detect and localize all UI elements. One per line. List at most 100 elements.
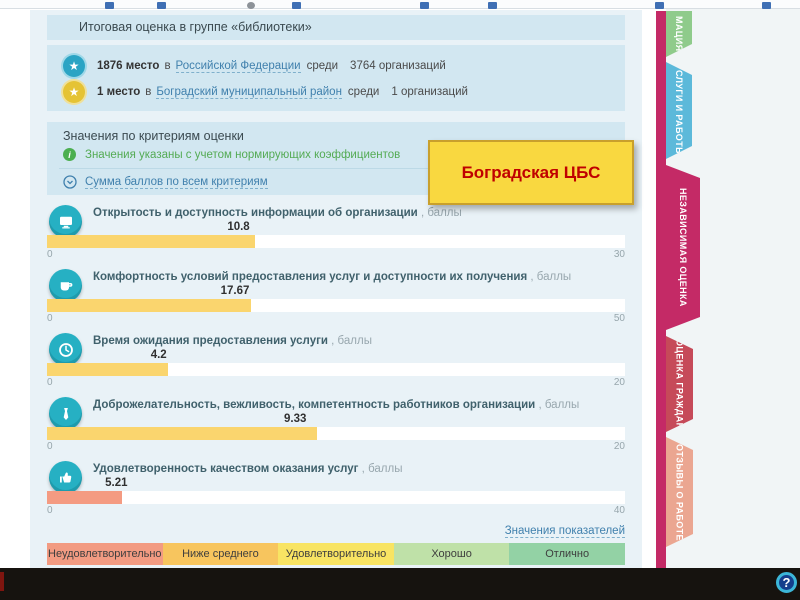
clock-icon [49,333,82,366]
tab-independent-evaluation[interactable]: НЕЗАВИСИМАЯ ОЦЕНКА [666,165,700,330]
organization-name: Боградская ЦБС [461,162,601,182]
toolbar-icon-fragment [247,2,255,9]
tab-label: НЕЗАВИСИМАЯ ОЦЕНКА [678,188,688,307]
criterion-bar-fill [47,491,123,504]
criterion-bar-fill [47,235,256,248]
scale-min: 0 [47,505,53,516]
criterion-bar-track [47,427,625,440]
toolbar-icon-fragment [488,2,497,9]
scale-min: 0 [47,313,53,324]
organization-callout: Боградская ЦБС [428,140,634,205]
note-text: Значения указаны с учетом нормирующих ко… [85,148,401,161]
medal-icon: ★ [63,81,85,103]
rank-among: среди [347,86,380,98]
criterion-row: Время ожидания предоставления услуги , б… [47,333,625,388]
scale-max: 50 [613,313,625,324]
criterion-row: Комфортность условий предоставления услу… [47,269,625,324]
criterion-bar-track [47,491,625,504]
criterion-value: 9.33 [283,413,307,425]
scale-max: 20 [613,441,625,452]
criterion-bar-fill [47,363,169,376]
region-link[interactable]: Российской Федерации [175,59,301,73]
criterion-unit: , баллы [327,335,372,347]
info-icon: i [63,148,76,161]
sum-scores-link[interactable]: Сумма баллов по всем критериям [85,175,268,189]
rank-place: 1 место [97,86,141,98]
rank-preposition: в [164,60,171,72]
criterion-unit: , баллы [358,463,403,475]
criterion-label: Открытость и доступность информации об о… [93,207,418,219]
legend-cell: Хорошо [393,543,510,565]
toolbar-icon-fragment [292,2,301,9]
criterion-value: 4.2 [150,349,167,361]
criterion-unit: , баллы [527,271,572,283]
scale-max: 30 [613,249,625,260]
criterion-row: Доброжелательность, вежливость, компетен… [47,397,625,452]
rank-count: 1 организаций [391,86,468,98]
criterion-unit: , баллы [417,207,462,219]
criterion-value: 17.67 [220,285,250,297]
criterion-bar-track [47,299,625,312]
monitor-icon [49,205,82,238]
tab-services[interactable]: УСЛУГИ И РАБОТЫ [666,62,692,159]
bottom-bar: ? [0,568,800,600]
medal-icon: ★ [63,55,85,77]
rating-scale-legend: Неудовлетворительно Ниже среднего Удовлетв… [47,543,625,565]
criterion-unit: , баллы [535,399,580,411]
toolbar-icon-fragment [655,2,664,9]
top-toolbar-sliver [0,0,800,9]
rank-count: 3764 организаций [350,60,446,72]
district-link[interactable]: Боградский муниципальный район [156,85,342,99]
sum-link-row: Сумма баллов по всем критериям [63,175,609,189]
normalization-note: i Значения указаны с учетом нормирующих … [63,148,609,161]
toolbar-icon-fragment [420,2,429,9]
criterion-label: Доброжелательность, вежливость, компетен… [93,399,536,411]
toolbar-icon-fragment [157,2,166,9]
rank-row-district: ★ 1 место в Боградский муниципальный рай… [63,79,609,105]
bottom-bar-accent [0,572,4,591]
criterion-bar-track [47,235,625,248]
legend-cell: Неудовлетворительно [47,543,163,565]
tab-citizen-rating[interactable]: ОЦЕНКА ГРАЖДАН [666,336,693,432]
tab-label: УСЛУГИ И РАБОТЫ [674,64,684,157]
cup-icon [49,269,82,302]
criterion-value: 10.8 [227,221,250,233]
criterion-row: Удовлетворенность качеством оказания усл… [47,461,625,516]
legend-cell: Ниже среднего [162,543,279,565]
rank-place: 1876 место [97,60,160,72]
criterion-bar-track [47,363,625,376]
criteria-section-title: Значения по критериям оценки [63,129,244,143]
scale-min: 0 [47,249,53,260]
legend-cell: Отлично [509,543,625,565]
divider [59,168,613,169]
criterion-row: Открытость и доступность информации об о… [47,205,625,260]
criteria-list: Открытость и доступность информации об о… [47,205,625,516]
scale-min: 0 [47,377,53,388]
tie-icon [49,397,82,430]
chevron-down-circle-icon [63,175,77,189]
tab-work-feedback[interactable]: ОТЗЫВЫ О РАБОТЕ [666,437,693,547]
page-title: Итоговая оценка в группе «библиотеки» [47,15,625,40]
legend-cell: Удовлетворительно [278,543,394,565]
toolbar-icon-fragment [762,2,771,9]
rank-among: среди [306,60,339,72]
active-tab-strip [656,11,666,568]
criterion-value: 5.21 [105,477,128,489]
scale-max: 20 [613,377,625,388]
indicator-values-link[interactable]: Значения показателей [504,525,625,538]
criterion-label: Время ожидания предоставления услуги [93,335,328,347]
thumbs-up-icon [49,461,82,494]
help-button[interactable]: ? [776,572,797,593]
criterion-bar-fill [47,427,317,440]
ranks-panel: ★ 1876 место в Российской Федерации сред… [47,45,625,111]
tab-label: ОТЗЫВЫ О РАБОТЕ [674,443,685,541]
evaluation-page: Итоговая оценка в группе «библиотеки» ★ … [30,10,642,568]
scale-min: 0 [47,441,53,452]
toolbar-icon-fragment [105,2,114,9]
scale-max: 40 [613,505,625,516]
criterion-bar-fill [47,299,252,312]
rank-row-federation: ★ 1876 место в Российской Федерации сред… [63,53,609,79]
values-link-row: Значения показателей [47,525,625,538]
rank-preposition: в [145,86,152,98]
